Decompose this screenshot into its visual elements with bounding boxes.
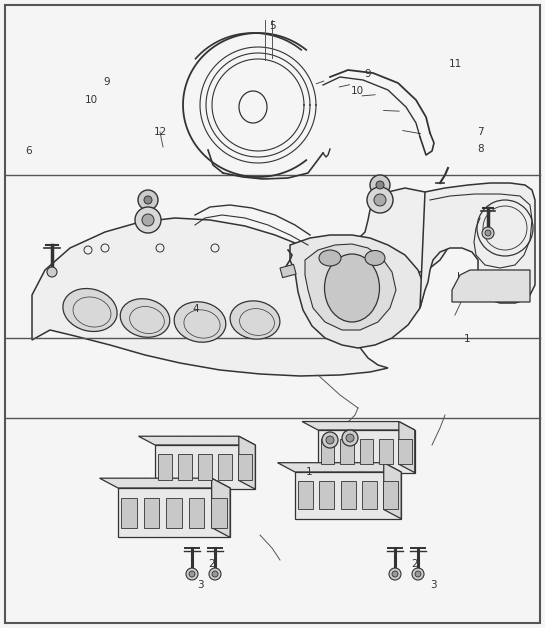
- Polygon shape: [399, 421, 415, 473]
- Ellipse shape: [120, 299, 170, 337]
- Circle shape: [485, 230, 491, 236]
- Text: 2: 2: [208, 559, 215, 569]
- Text: 10: 10: [85, 95, 98, 106]
- Circle shape: [415, 571, 421, 577]
- Text: 10: 10: [350, 86, 364, 96]
- Text: 9: 9: [365, 69, 371, 79]
- Polygon shape: [295, 472, 401, 519]
- Ellipse shape: [324, 254, 379, 322]
- Circle shape: [346, 434, 354, 442]
- Bar: [383, 481, 398, 509]
- Ellipse shape: [174, 302, 226, 342]
- Polygon shape: [211, 478, 230, 538]
- Polygon shape: [277, 463, 401, 472]
- Bar: [379, 438, 392, 464]
- Text: 2: 2: [411, 559, 417, 569]
- Bar: [360, 438, 373, 464]
- Circle shape: [322, 432, 338, 448]
- Text: 12: 12: [154, 127, 167, 137]
- Text: 4: 4: [193, 304, 199, 314]
- Circle shape: [212, 571, 218, 577]
- Ellipse shape: [319, 250, 341, 266]
- Text: 3: 3: [430, 580, 437, 590]
- Polygon shape: [118, 488, 230, 538]
- Bar: [178, 454, 192, 480]
- Polygon shape: [239, 436, 255, 489]
- Circle shape: [142, 214, 154, 226]
- Text: 6: 6: [25, 146, 32, 156]
- Polygon shape: [290, 235, 425, 348]
- Circle shape: [376, 181, 384, 189]
- Bar: [280, 264, 296, 278]
- Text: 9: 9: [103, 77, 110, 87]
- Bar: [211, 498, 227, 528]
- Polygon shape: [302, 421, 415, 430]
- Circle shape: [186, 568, 198, 580]
- Bar: [198, 454, 212, 480]
- Text: 5: 5: [269, 21, 276, 31]
- Polygon shape: [138, 436, 255, 445]
- Bar: [122, 498, 137, 528]
- Bar: [340, 438, 354, 464]
- Ellipse shape: [230, 301, 280, 339]
- Circle shape: [367, 187, 393, 213]
- Circle shape: [412, 568, 424, 580]
- Polygon shape: [305, 244, 396, 330]
- Bar: [319, 481, 334, 509]
- Circle shape: [209, 568, 221, 580]
- Polygon shape: [384, 463, 401, 519]
- Polygon shape: [420, 183, 535, 308]
- Text: 1: 1: [306, 467, 313, 477]
- Polygon shape: [452, 270, 530, 302]
- Polygon shape: [318, 430, 415, 473]
- Bar: [298, 481, 313, 509]
- Bar: [158, 454, 172, 480]
- Circle shape: [370, 175, 390, 195]
- Bar: [144, 498, 160, 528]
- Text: 7: 7: [477, 127, 484, 137]
- Bar: [362, 481, 377, 509]
- Circle shape: [482, 227, 494, 239]
- Circle shape: [144, 196, 152, 204]
- Circle shape: [374, 194, 386, 206]
- Circle shape: [342, 430, 358, 446]
- Circle shape: [189, 571, 195, 577]
- Bar: [238, 454, 252, 480]
- Circle shape: [47, 267, 57, 277]
- Circle shape: [392, 571, 398, 577]
- Circle shape: [389, 568, 401, 580]
- Bar: [189, 498, 204, 528]
- Bar: [341, 481, 355, 509]
- Polygon shape: [32, 188, 450, 376]
- Polygon shape: [100, 478, 230, 488]
- Circle shape: [135, 207, 161, 233]
- Text: 8: 8: [477, 144, 484, 154]
- Circle shape: [138, 190, 158, 210]
- Bar: [321, 438, 335, 464]
- Text: 1: 1: [464, 334, 471, 344]
- Polygon shape: [155, 445, 255, 489]
- Ellipse shape: [63, 288, 117, 332]
- Bar: [398, 438, 412, 464]
- Bar: [218, 454, 232, 480]
- Bar: [166, 498, 182, 528]
- Ellipse shape: [365, 251, 385, 266]
- Circle shape: [326, 436, 334, 444]
- Text: 11: 11: [449, 59, 462, 69]
- Text: 3: 3: [197, 580, 204, 590]
